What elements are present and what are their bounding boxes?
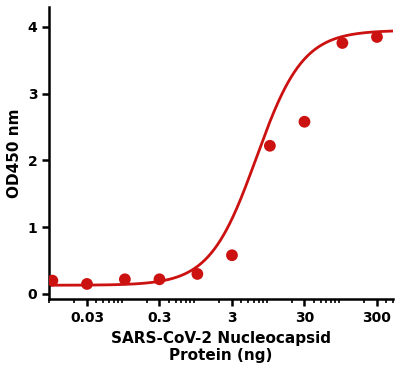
Point [84, 281, 90, 287]
X-axis label: SARS-CoV-2 Nucleocapsid
Protein (ng): SARS-CoV-2 Nucleocapsid Protein (ng) [111, 331, 331, 363]
Point [301, 119, 308, 125]
Point [374, 34, 380, 40]
Point [122, 276, 128, 282]
Point [229, 252, 235, 258]
Point [267, 143, 273, 149]
Y-axis label: OD450 nm: OD450 nm [7, 108, 22, 198]
Point [49, 278, 56, 283]
Point [194, 271, 200, 277]
Point [339, 40, 346, 46]
Point [156, 276, 163, 282]
